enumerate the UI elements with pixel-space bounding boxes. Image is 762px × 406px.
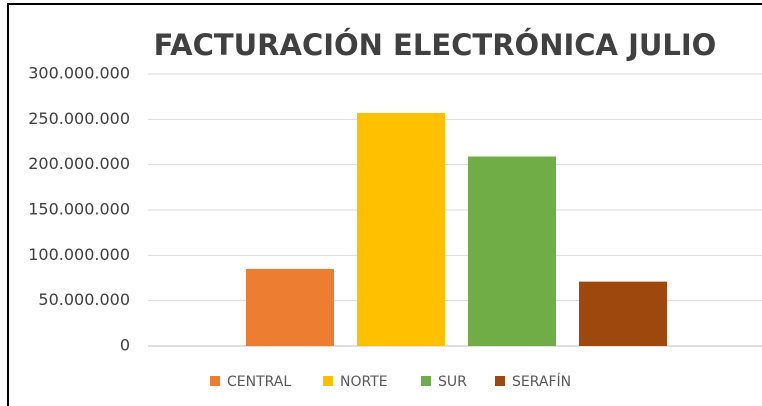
y-tick-label: 150.000.000: [28, 200, 130, 219]
bar: [246, 268, 334, 346]
legend-label: SERAFÍN: [512, 373, 571, 390]
y-tick-label: 0: [120, 336, 130, 355]
legend-label: NORTE: [340, 374, 388, 390]
y-tick-label: 50.000.000: [38, 290, 130, 309]
y-tick-label: 250.000.000: [28, 109, 130, 128]
legend-label: SUR: [438, 374, 467, 390]
legend-swatch: [210, 376, 220, 386]
y-tick-label: 300.000.000: [28, 64, 130, 83]
frame: [7, 3, 762, 406]
bar: [357, 112, 445, 346]
legend-label: CENTRAL: [227, 374, 291, 390]
bar: [579, 281, 667, 346]
legend-swatch: [323, 376, 333, 386]
legend-swatch: [495, 376, 505, 386]
legend-swatch: [421, 376, 431, 386]
bar: [468, 156, 556, 346]
chart-title: FACTURACIÓN ELECTRÓNICA JULIO: [154, 28, 717, 62]
y-tick-label: 200.000.000: [28, 154, 130, 173]
y-tick-label: 100.000.000: [28, 245, 130, 264]
